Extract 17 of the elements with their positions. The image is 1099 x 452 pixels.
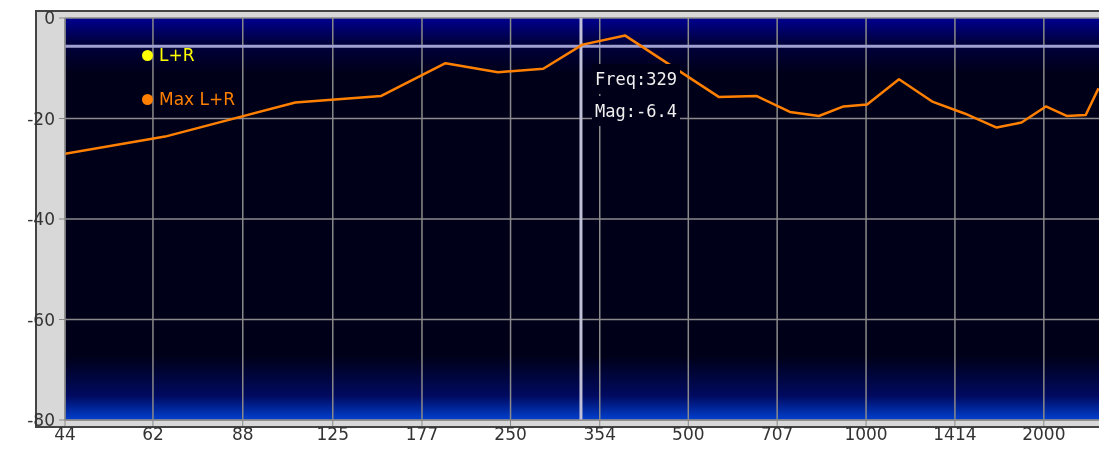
x-tick-label: 250: [494, 424, 527, 445]
legend-label: L+R: [159, 45, 195, 65]
legend-label: Max L+R: [159, 89, 236, 109]
x-tick-label: 354: [583, 424, 616, 445]
x-tick-label: 177: [405, 424, 439, 445]
y-tick-label: 0: [44, 8, 55, 29]
x-tick-label: 707: [760, 424, 794, 445]
x-tick-label: 125: [316, 424, 349, 445]
x-tick-label: 1414: [933, 424, 977, 445]
x-tick-label: 44: [54, 424, 76, 445]
x-tick-label: 88: [231, 424, 254, 445]
x-tick-label: 1000: [844, 424, 888, 445]
annotation: Freq:329: [592, 64, 680, 94]
x-tick-label: 500: [672, 424, 705, 445]
annotation: Mag:-6.4: [592, 96, 680, 126]
x-tick-label: 2000: [1022, 424, 1066, 445]
x-tick-label: 62: [142, 424, 164, 445]
